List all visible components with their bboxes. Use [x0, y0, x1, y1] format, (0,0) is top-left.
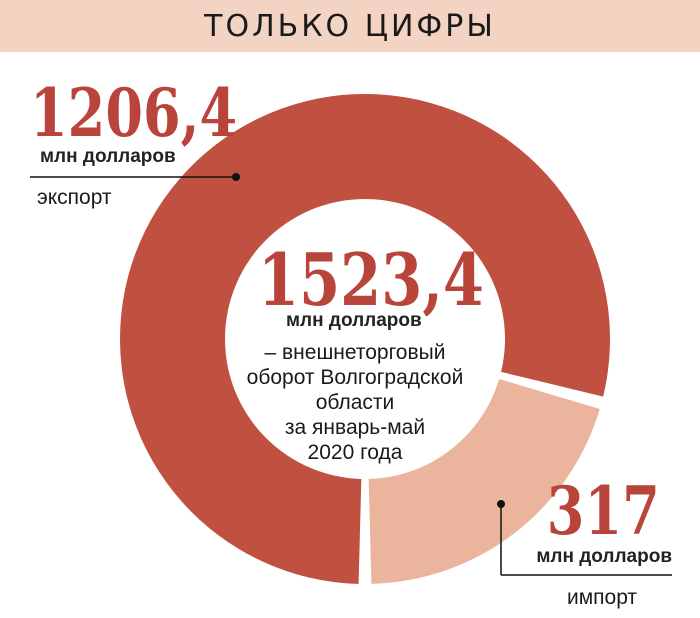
- export-value: 1206,4: [30, 74, 238, 152]
- description-line: за январь-май: [284, 416, 426, 439]
- description-line: области: [315, 391, 395, 414]
- header-title: ТОЛЬКО ЦИФРЫ: [204, 8, 496, 44]
- total-value: 1523,4: [258, 237, 484, 322]
- description-line: 2020 года: [307, 441, 403, 464]
- import-slice: [368, 378, 600, 584]
- export-slice: [120, 93, 611, 584]
- import-leader-dot: [497, 500, 505, 508]
- description-line: – внешнеторговый: [264, 341, 446, 364]
- export-label: экспорт: [37, 186, 112, 209]
- total-description: – внешнеторговый оборот Волгоградской об…: [230, 340, 480, 465]
- export-unit: млн долларов: [40, 146, 176, 167]
- import-value: 317: [547, 472, 660, 550]
- import-label: импорт: [567, 586, 638, 609]
- description-line: оборот Волгоградской: [246, 366, 464, 389]
- export-leader-dot: [232, 173, 240, 181]
- import-unit: млн долларов: [536, 546, 672, 567]
- header-bar: ТОЛЬКО ЦИФРЫ: [0, 0, 700, 52]
- total-unit: млн долларов: [286, 310, 422, 331]
